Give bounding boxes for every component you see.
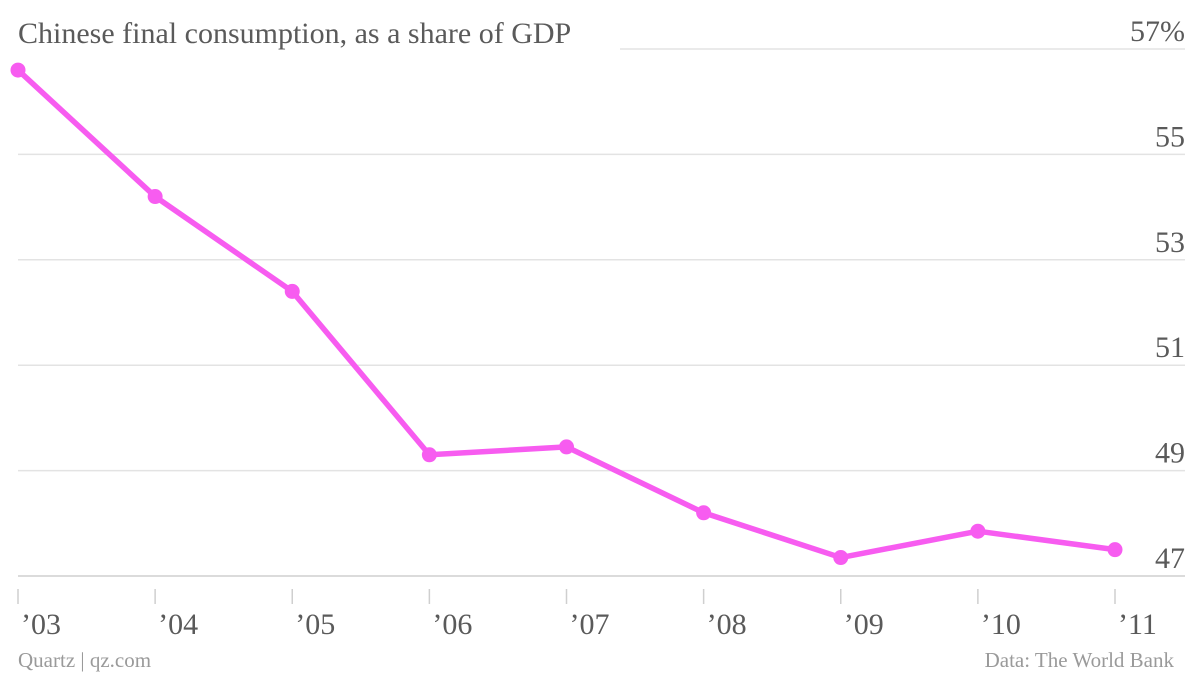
data-point [10, 62, 26, 78]
data-point [147, 189, 163, 205]
data-point [421, 447, 437, 463]
series-layer [10, 62, 1123, 566]
x-tick-label: ’09 [844, 608, 884, 641]
data-point [1107, 542, 1123, 558]
x-axis: ’03 ’04 ’05 ’06 ’07 ’08 ’09 ’10 ’11 [17, 589, 1157, 641]
y-tick-label: 51 [1155, 331, 1185, 364]
y-axis: 57% 55 53 51 49 47 [1130, 15, 1185, 575]
x-tick-label: ’03 [21, 608, 61, 641]
data-source: Data: The World Bank [985, 648, 1175, 672]
x-tick-label: ’04 [158, 608, 198, 641]
source-credit: Quartz | qz.com [18, 648, 151, 672]
y-tick-label: 57% [1130, 15, 1185, 48]
chart-title: Chinese final consumption, as a share of… [18, 17, 571, 50]
data-point [970, 523, 986, 539]
y-tick-label: 49 [1155, 437, 1185, 470]
y-tick-label: 53 [1155, 226, 1185, 259]
data-point [696, 505, 712, 521]
series-line [15, 67, 1118, 561]
x-tick-label: ’08 [707, 608, 747, 641]
y-tick-label: 47 [1155, 542, 1185, 575]
data-point [833, 550, 849, 566]
x-tick-label: ’05 [295, 608, 335, 641]
gridlines [18, 48, 1185, 472]
data-point [284, 283, 300, 299]
x-tick-label: ’06 [432, 608, 472, 641]
x-tick-label: ’11 [1118, 608, 1157, 641]
y-tick-label: 55 [1155, 120, 1185, 153]
x-tick-label: ’07 [570, 608, 610, 641]
x-tick-label: ’10 [981, 608, 1021, 641]
data-point [559, 439, 574, 455]
